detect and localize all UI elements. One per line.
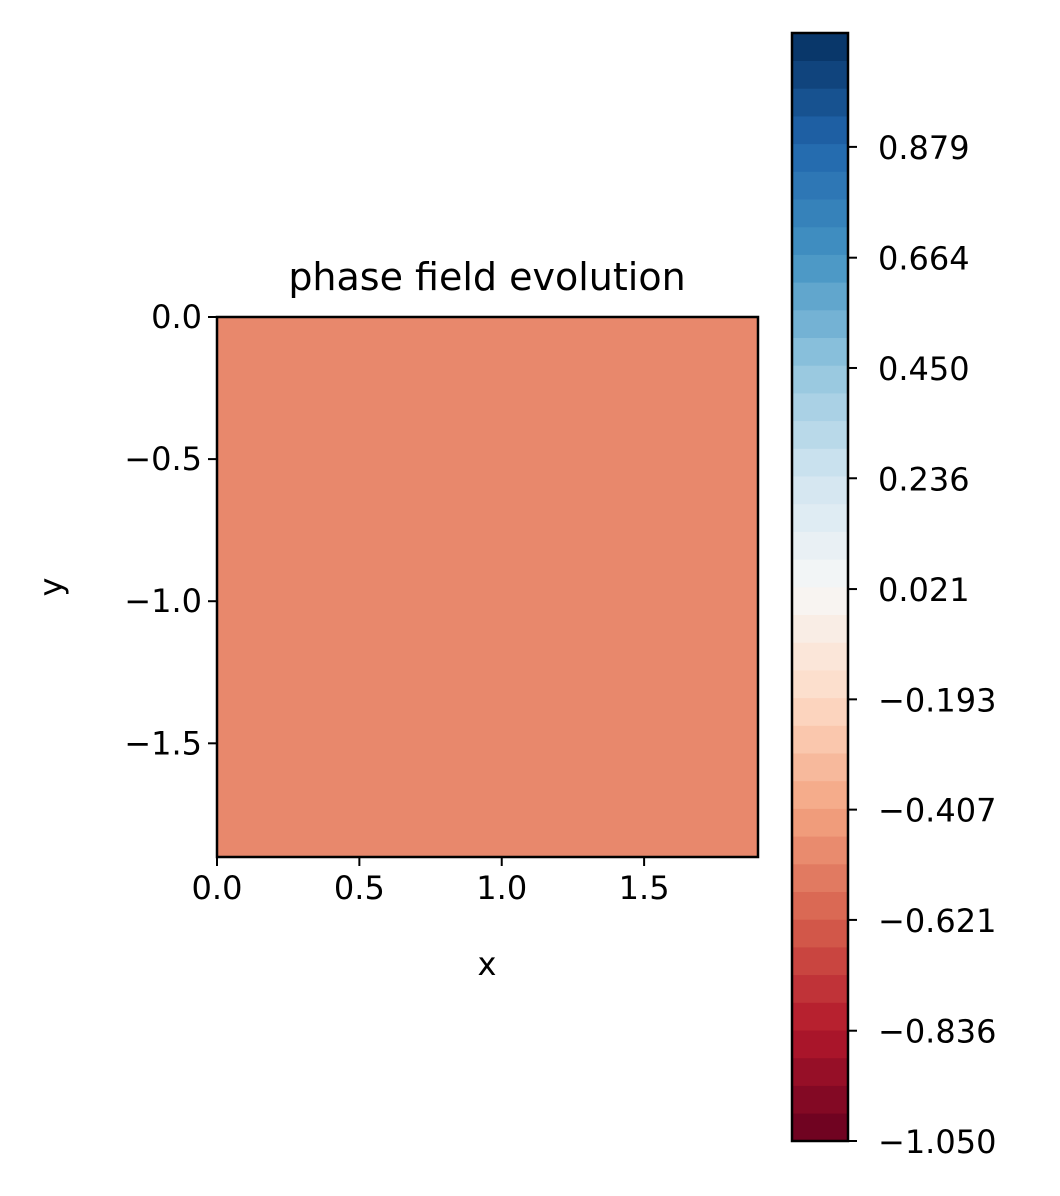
x-axis-label: x <box>478 945 497 983</box>
colorbar-segment <box>792 891 848 920</box>
colorbar-segment <box>792 946 848 976</box>
colorbar-segment <box>792 282 848 311</box>
x-tick-label: 1.0 <box>476 869 527 907</box>
colorbar-tick-label: −0.621 <box>878 902 996 940</box>
colorbar-tick-label: −0.407 <box>878 792 996 830</box>
colorbar-segment <box>792 752 848 782</box>
colorbar-segment <box>792 475 848 505</box>
colorbar-segment <box>792 559 848 588</box>
y-tick-label: −1.0 <box>124 582 202 620</box>
colorbar-segment <box>792 254 848 283</box>
colorbar-tick-label: −0.193 <box>878 681 996 719</box>
colorbar-segment <box>792 420 848 449</box>
colorbar-frame <box>790 31 850 1143</box>
colorbar-segment <box>792 32 848 61</box>
colorbar-segment <box>792 309 848 338</box>
colorbar <box>792 32 848 1142</box>
colorbar-segment <box>792 60 848 89</box>
y-axis-label: y <box>32 578 70 597</box>
colorbar-tick-label: 0.450 <box>878 350 970 388</box>
colorbar-segment <box>792 1085 848 1114</box>
colorbar-axis: −1.050 −0.836 −0.621 −0.407 −0.193 0.021 0.236… <box>848 129 996 1161</box>
colorbar-segment <box>792 143 848 172</box>
colorbar-segment <box>792 725 848 754</box>
colorbar-tick-label: −1.050 <box>878 1123 996 1161</box>
chart-title: phase field evolution <box>288 255 685 299</box>
colorbar-segment <box>792 392 848 422</box>
colorbar-segment <box>792 226 848 255</box>
colorbar-segment <box>792 365 848 394</box>
y-tick-label: −1.5 <box>124 724 202 762</box>
colorbar-segment <box>792 586 848 615</box>
colorbar-segment <box>792 171 848 200</box>
x-tick-label: 0.0 <box>192 869 243 907</box>
colorbar-segment <box>792 1113 848 1142</box>
heatmap-field <box>217 317 758 857</box>
x-tick-label: 1.5 <box>619 869 670 907</box>
colorbar-tick-label: 0.664 <box>878 240 970 278</box>
colorbar-segment <box>792 88 848 117</box>
colorbar-segment <box>792 448 848 477</box>
colorbar-segment <box>792 974 848 1003</box>
y-tick-label: −0.5 <box>124 440 202 478</box>
colorbar-tick-label: 0.236 <box>878 460 970 498</box>
colorbar-segment <box>792 780 848 809</box>
colorbar-tick-label: 0.021 <box>878 571 970 609</box>
colorbar-segment <box>792 198 848 228</box>
y-tick-label: 0.0 <box>151 298 202 336</box>
colorbar-tick-label: −0.836 <box>878 1013 996 1051</box>
colorbar-tick-label: 0.879 <box>878 129 970 167</box>
x-tick-label: 0.5 <box>334 869 385 907</box>
colorbar-segment <box>792 115 848 145</box>
colorbar-segment <box>792 531 848 560</box>
colorbar-segment <box>792 669 848 699</box>
plot-frame <box>215 315 760 859</box>
colorbar-segment <box>792 337 848 366</box>
colorbar-segment <box>792 1002 848 1031</box>
x-axis: 0.0 0.5 1.0 1.5 <box>192 857 670 907</box>
colorbar-segment <box>792 836 848 865</box>
colorbar-segment <box>792 614 848 643</box>
colorbar-segment <box>792 1057 848 1086</box>
colorbar-segment <box>792 642 848 671</box>
colorbar-segment <box>792 503 848 532</box>
colorbar-segment <box>792 1029 848 1059</box>
y-axis: 0.0 −0.5 −1.0 −1.5 <box>124 298 217 762</box>
colorbar-segment <box>792 919 848 948</box>
colorbar-segment <box>792 697 848 726</box>
colorbar-segment <box>792 863 848 892</box>
colorbar-segment <box>792 808 848 837</box>
